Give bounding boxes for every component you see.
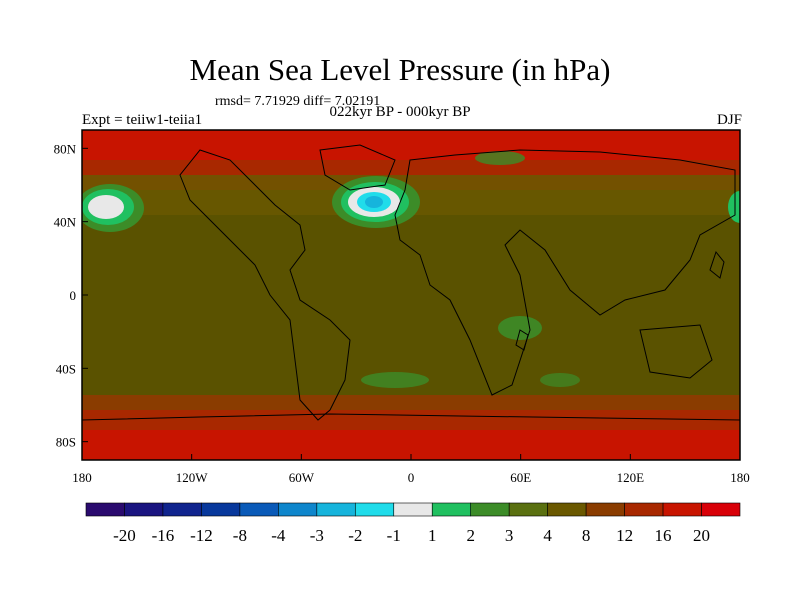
- colorbar-box: [201, 502, 241, 517]
- colorbar-label: 1: [428, 526, 437, 545]
- colorbar-box: [624, 502, 664, 517]
- colorbar-box: [508, 502, 548, 517]
- colorbar-box: [162, 502, 202, 517]
- period-label: 022kyr BP - 000kyr BP: [329, 104, 471, 120]
- lon-tick-label: 120W: [176, 470, 209, 485]
- lat-tick-label: 40N: [54, 215, 77, 230]
- map-title: Mean Sea Level Pressure (in hPa): [189, 52, 611, 87]
- colorbar-box: [85, 502, 125, 517]
- colorbar-label: -1: [387, 526, 401, 545]
- colorbar-box: [585, 502, 625, 517]
- colorbar-box: [239, 502, 279, 517]
- colorbar-box: [278, 502, 318, 517]
- colorbar-label: 20: [693, 526, 710, 545]
- colorbar-box: [470, 502, 510, 517]
- colorbar-label: -12: [190, 526, 213, 545]
- season-label: DJF: [716, 112, 742, 128]
- colorbar-box: [662, 502, 702, 517]
- colorbar-box: [393, 502, 433, 517]
- lon-tick-label: 0: [408, 470, 415, 485]
- lat-tick-label: 0: [70, 288, 77, 303]
- colorbar-label: -2: [348, 526, 362, 545]
- colorbar-label: -3: [310, 526, 324, 545]
- colorbar-label: 8: [582, 526, 591, 545]
- colorbar-label: 16: [655, 526, 672, 545]
- lat-tick-label: 40S: [56, 361, 76, 376]
- lon-tick-label: 120E: [617, 470, 645, 485]
- colorbar-label: -16: [152, 526, 175, 545]
- lon-tick-label: 180: [72, 470, 92, 485]
- colorbar-label: 12: [616, 526, 633, 545]
- colorbar-box: [547, 502, 587, 517]
- colorbar-label: 2: [466, 526, 475, 545]
- colorbar-label: -4: [271, 526, 286, 545]
- colorbar-label: 3: [505, 526, 514, 545]
- colorbar-box: [316, 502, 356, 517]
- lon-tick-label: 180: [730, 470, 750, 485]
- colorbar-box: [124, 502, 164, 517]
- experiment-label: Expt = teiiw1-teiia1: [82, 112, 203, 128]
- stats-label: rmsd= 7.71929 diff= 7.02191: [215, 94, 381, 109]
- colorbar-box: [431, 502, 472, 517]
- lat-tick-label: 80S: [56, 435, 76, 450]
- colorbar-label: -8: [233, 526, 247, 545]
- colorbar-label: -20: [113, 526, 136, 545]
- lon-tick-label: 60E: [510, 470, 531, 485]
- lat-tick-label: 80N: [54, 141, 77, 156]
- lon-tick-label: 60W: [289, 470, 315, 485]
- colorbar-label: 4: [543, 526, 552, 545]
- colorbar-box: [701, 502, 741, 517]
- map-field: [82, 130, 740, 460]
- colorbar-box: [354, 502, 395, 517]
